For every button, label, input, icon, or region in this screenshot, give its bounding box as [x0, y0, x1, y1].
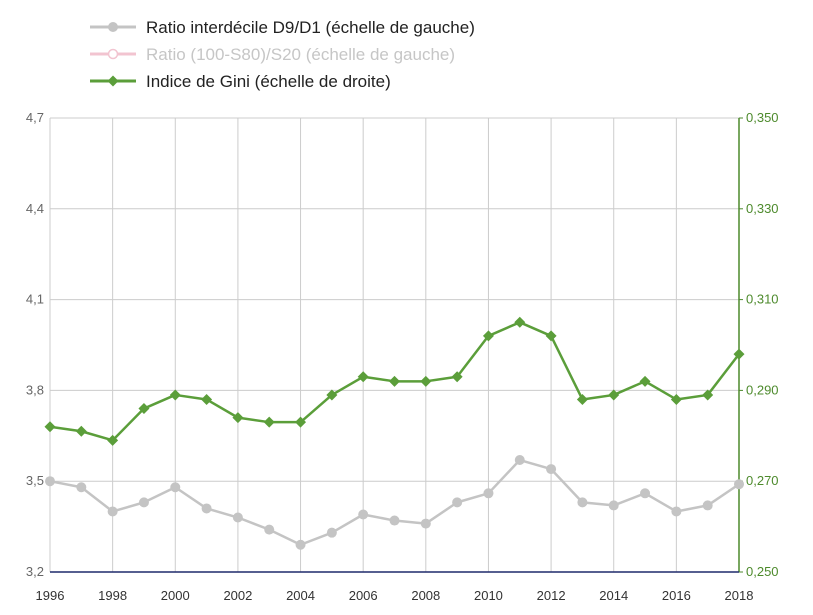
x-tick-label: 1996 — [36, 588, 65, 603]
y-right-tick-label: 0,350 — [746, 110, 779, 125]
data-point-gini — [75, 425, 87, 437]
data-point-gini — [702, 389, 714, 401]
data-point-d9-d1 — [577, 497, 588, 508]
data-point-gini — [232, 412, 244, 424]
data-point-d9-d1 — [640, 488, 651, 499]
data-point-gini — [201, 393, 213, 405]
data-point-gini — [451, 371, 463, 383]
legend-label: Ratio (100-S80)/S20 (échelle de gauche) — [146, 45, 455, 64]
data-point-d9-d1 — [702, 500, 713, 511]
data-point-gini — [44, 421, 56, 433]
data-point-gini — [514, 316, 526, 328]
data-point-gini — [482, 330, 494, 342]
data-point-gini — [389, 375, 400, 387]
series-line-d9-d1 — [49, 458, 740, 547]
legend-label: Indice de Gini (échelle de droite) — [146, 72, 391, 91]
data-point-d9-d1 — [546, 464, 557, 475]
data-point-d9-d1 — [326, 527, 337, 538]
data-point-gini — [639, 375, 651, 387]
legend-marker-diamond — [107, 75, 119, 87]
y-left-tick-label: 3,5 — [26, 473, 44, 488]
data-point-d9-d1 — [389, 515, 400, 526]
data-point-gini — [138, 403, 150, 415]
x-tick-label: 1998 — [98, 588, 127, 603]
data-point-d9-d1 — [232, 512, 243, 523]
x-tick-label: 2016 — [662, 588, 691, 603]
data-point-d9-d1 — [201, 503, 212, 514]
data-point-gini — [608, 389, 620, 401]
data-point-d9-d1 — [671, 506, 682, 517]
x-tick-label: 2002 — [223, 588, 252, 603]
data-point-gini — [326, 389, 338, 401]
x-tick-label: 2008 — [411, 588, 440, 603]
data-point-gini — [295, 416, 307, 428]
data-point-d9-d1 — [295, 539, 306, 550]
legend-label: Ratio interdécile D9/D1 (échelle de gauc… — [146, 18, 475, 37]
data-point-d9-d1 — [514, 455, 525, 466]
x-tick-label: 2018 — [725, 588, 754, 603]
y-right-tick-label: 0,330 — [746, 201, 779, 216]
legend-marker-open-circle — [107, 48, 119, 60]
x-tick-label: 2010 — [474, 588, 503, 603]
y-right-tick-label: 0,290 — [746, 382, 779, 397]
data-point-gini — [263, 416, 275, 428]
data-point-d9-d1 — [483, 488, 494, 499]
y-left-tick-label: 3,2 — [26, 564, 44, 579]
y-left-tick-label: 3,8 — [26, 382, 44, 397]
data-point-d9-d1 — [420, 518, 431, 529]
data-point-gini — [576, 393, 588, 405]
x-tick-label: 2014 — [599, 588, 628, 603]
data-point-gini — [107, 434, 119, 446]
data-point-d9-d1 — [452, 497, 463, 508]
data-point-gini — [670, 393, 682, 405]
y-right-tick-label: 0,310 — [746, 292, 779, 307]
data-point-d9-d1 — [138, 497, 149, 508]
data-point-d9-d1 — [45, 476, 55, 487]
data-point-d9-d1 — [170, 482, 181, 493]
x-tick-label: 2006 — [349, 588, 378, 603]
legend-marker-circle — [108, 22, 118, 32]
data-point-d9-d1 — [264, 524, 275, 535]
y-left-tick-label: 4,1 — [26, 292, 44, 307]
y-right-tick-label: 0,270 — [746, 473, 779, 488]
data-point-d9-d1 — [608, 500, 619, 511]
data-point-d9-d1 — [734, 479, 744, 490]
data-point-gini — [545, 330, 557, 342]
y-right-tick-label: 0,250 — [746, 564, 779, 579]
x-tick-label: 2012 — [537, 588, 566, 603]
data-point-d9-d1 — [107, 506, 118, 517]
x-tick-label: 2004 — [286, 588, 315, 603]
data-point-gini — [733, 348, 745, 360]
data-point-gini — [169, 389, 181, 401]
data-point-gini — [420, 375, 432, 387]
data-point-d9-d1 — [358, 509, 369, 520]
y-left-tick-label: 4,7 — [26, 110, 44, 125]
data-point-d9-d1 — [76, 482, 87, 493]
x-tick-label: 2000 — [161, 588, 190, 603]
y-left-tick-label: 4,4 — [26, 201, 44, 216]
data-point-gini — [357, 371, 369, 383]
